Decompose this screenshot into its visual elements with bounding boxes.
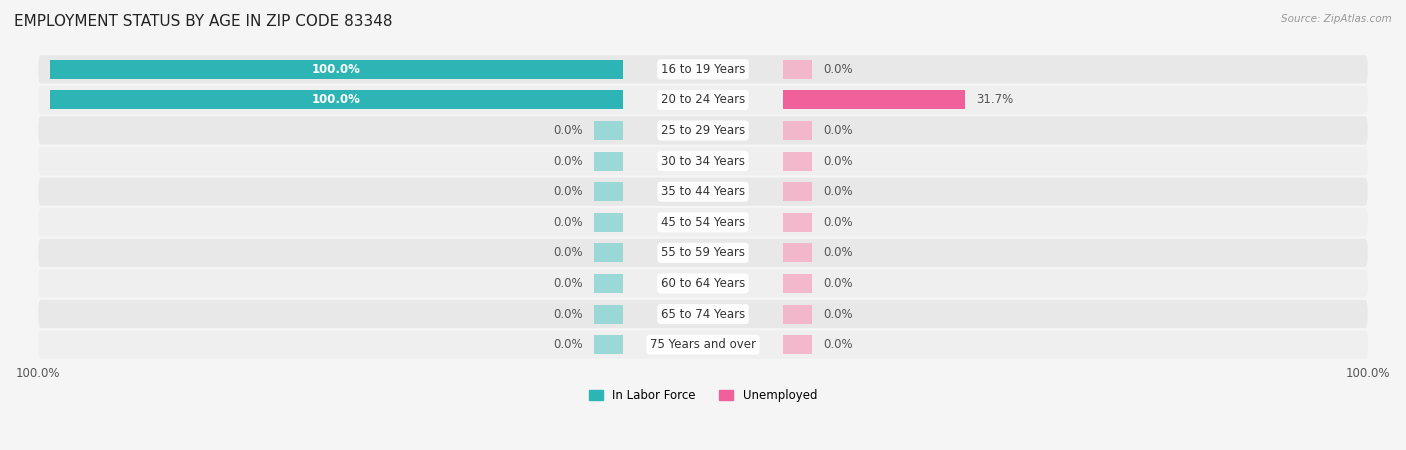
Bar: [783, 152, 811, 171]
Bar: [49, 60, 623, 79]
Text: 0.0%: 0.0%: [824, 307, 853, 320]
Text: 100.0%: 100.0%: [312, 94, 361, 107]
FancyBboxPatch shape: [38, 239, 1368, 267]
Text: 0.0%: 0.0%: [553, 124, 582, 137]
FancyBboxPatch shape: [38, 55, 1368, 83]
Bar: [49, 90, 623, 109]
Text: 75 Years and over: 75 Years and over: [650, 338, 756, 351]
FancyBboxPatch shape: [38, 331, 1368, 359]
Bar: [595, 305, 623, 324]
Text: 0.0%: 0.0%: [553, 185, 582, 198]
Text: 16 to 19 Years: 16 to 19 Years: [661, 63, 745, 76]
Legend: In Labor Force, Unemployed: In Labor Force, Unemployed: [583, 385, 823, 407]
Bar: [783, 274, 811, 293]
FancyBboxPatch shape: [38, 86, 1368, 114]
FancyBboxPatch shape: [38, 300, 1368, 328]
Text: 0.0%: 0.0%: [824, 124, 853, 137]
Text: 0.0%: 0.0%: [553, 277, 582, 290]
Text: 0.0%: 0.0%: [824, 216, 853, 229]
Bar: [595, 335, 623, 354]
Text: 20 to 24 Years: 20 to 24 Years: [661, 94, 745, 107]
Bar: [595, 213, 623, 232]
Text: 0.0%: 0.0%: [824, 338, 853, 351]
Bar: [783, 305, 811, 324]
Bar: [595, 121, 623, 140]
Bar: [783, 90, 965, 109]
Text: 100.0%: 100.0%: [312, 63, 361, 76]
Text: 60 to 64 Years: 60 to 64 Years: [661, 277, 745, 290]
Text: EMPLOYMENT STATUS BY AGE IN ZIP CODE 83348: EMPLOYMENT STATUS BY AGE IN ZIP CODE 833…: [14, 14, 392, 28]
Text: 0.0%: 0.0%: [553, 216, 582, 229]
Text: 31.7%: 31.7%: [976, 94, 1014, 107]
FancyBboxPatch shape: [38, 208, 1368, 236]
FancyBboxPatch shape: [38, 270, 1368, 297]
Text: 0.0%: 0.0%: [824, 246, 853, 259]
Bar: [783, 243, 811, 262]
Text: Source: ZipAtlas.com: Source: ZipAtlas.com: [1281, 14, 1392, 23]
Text: 45 to 54 Years: 45 to 54 Years: [661, 216, 745, 229]
Text: 0.0%: 0.0%: [553, 338, 582, 351]
FancyBboxPatch shape: [38, 117, 1368, 144]
Text: 0.0%: 0.0%: [824, 185, 853, 198]
Bar: [783, 335, 811, 354]
Bar: [595, 152, 623, 171]
Text: 35 to 44 Years: 35 to 44 Years: [661, 185, 745, 198]
Bar: [595, 274, 623, 293]
Bar: [783, 60, 811, 79]
Text: 65 to 74 Years: 65 to 74 Years: [661, 307, 745, 320]
Text: 30 to 34 Years: 30 to 34 Years: [661, 155, 745, 167]
FancyBboxPatch shape: [38, 147, 1368, 175]
Bar: [783, 182, 811, 201]
Bar: [783, 121, 811, 140]
Text: 55 to 59 Years: 55 to 59 Years: [661, 246, 745, 259]
Bar: [595, 243, 623, 262]
Text: 0.0%: 0.0%: [824, 63, 853, 76]
Text: 0.0%: 0.0%: [553, 307, 582, 320]
Text: 0.0%: 0.0%: [824, 155, 853, 167]
Text: 25 to 29 Years: 25 to 29 Years: [661, 124, 745, 137]
Text: 0.0%: 0.0%: [553, 155, 582, 167]
Text: 0.0%: 0.0%: [553, 246, 582, 259]
FancyBboxPatch shape: [38, 178, 1368, 206]
Bar: [783, 213, 811, 232]
Text: 0.0%: 0.0%: [824, 277, 853, 290]
Bar: [595, 182, 623, 201]
